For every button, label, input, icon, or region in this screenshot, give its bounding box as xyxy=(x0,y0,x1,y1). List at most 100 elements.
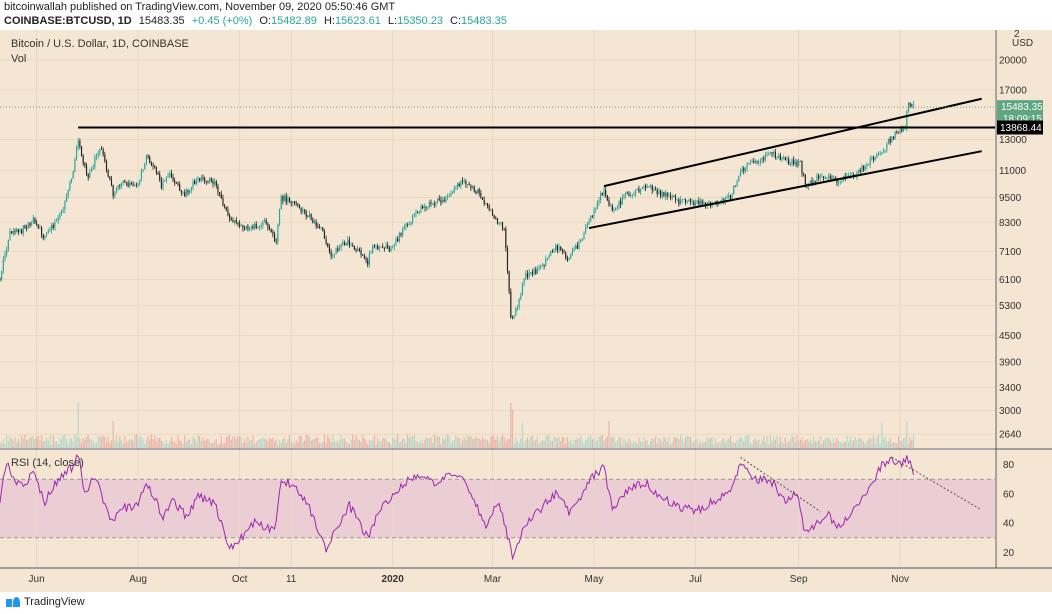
volume-bar xyxy=(32,436,34,448)
volume-bar xyxy=(305,434,307,448)
volume-bar xyxy=(763,435,765,448)
volume-bar xyxy=(608,421,610,448)
volume-bar xyxy=(187,440,189,448)
volume-bar xyxy=(811,442,813,448)
volume-bar xyxy=(501,434,504,448)
volume-bar xyxy=(901,441,903,448)
volume-bar xyxy=(317,437,319,448)
candle-body xyxy=(635,189,637,195)
candle-body xyxy=(59,213,61,218)
candle-body xyxy=(302,209,304,212)
candle-body xyxy=(100,149,103,150)
tradingview-logo[interactable]: TradingView xyxy=(6,596,85,608)
candle-body xyxy=(877,153,880,155)
candle-body xyxy=(260,225,262,227)
volume-bar xyxy=(748,434,750,448)
candle-body xyxy=(204,178,206,182)
volume-bar xyxy=(641,441,643,448)
volume-bar xyxy=(595,441,597,448)
volume-bar xyxy=(90,440,93,448)
volume-bar xyxy=(565,443,567,448)
volume-bar xyxy=(862,441,865,448)
volume-bar xyxy=(623,438,625,448)
candle-body xyxy=(703,202,705,205)
time-tick-label: Mar xyxy=(484,574,502,585)
candle-body xyxy=(70,178,73,182)
volume-bar xyxy=(46,437,48,448)
candle-body xyxy=(809,180,811,185)
candle-body xyxy=(109,176,111,180)
volume-bar xyxy=(633,440,635,448)
candle-body xyxy=(248,228,251,230)
candle-body xyxy=(748,162,750,164)
candle-body xyxy=(250,226,252,229)
volume-bar xyxy=(788,441,790,448)
candle-body xyxy=(631,194,633,196)
candle-body xyxy=(451,192,454,194)
candle-body xyxy=(169,173,171,176)
volume-bar xyxy=(490,436,492,448)
volume-bar xyxy=(70,438,73,448)
candle-body xyxy=(49,230,51,231)
candle-body xyxy=(821,176,823,178)
candle-body xyxy=(84,163,86,166)
volume-bar xyxy=(79,438,81,448)
volume-bar xyxy=(819,436,821,448)
candle-body xyxy=(912,103,915,106)
price-tick-label: 17000 xyxy=(999,85,1027,96)
volume-bar xyxy=(322,442,324,448)
candle-body xyxy=(130,182,133,185)
volume-bar xyxy=(377,438,379,448)
volume-bar xyxy=(761,440,763,448)
candle-body xyxy=(473,186,475,192)
volume-bar xyxy=(756,440,758,448)
candle-body xyxy=(576,245,578,249)
volume-bar xyxy=(511,409,514,448)
candle-body xyxy=(625,193,627,196)
candle-body xyxy=(909,102,911,106)
volume-bar xyxy=(84,440,86,448)
volume-bar xyxy=(142,439,144,448)
candle-body xyxy=(268,227,271,230)
volume-bar xyxy=(36,437,38,448)
volume-bar xyxy=(751,444,753,448)
candle-body xyxy=(79,140,81,147)
candle-body xyxy=(561,249,563,252)
candle-body xyxy=(834,178,836,179)
candle-body xyxy=(753,160,755,163)
volume-bar xyxy=(719,442,722,448)
volume-bar xyxy=(199,435,201,448)
candle-body xyxy=(886,143,888,150)
candle-body xyxy=(139,179,141,184)
candle-body xyxy=(829,176,831,179)
candle-body xyxy=(140,171,143,180)
volume-bar xyxy=(140,436,143,448)
volume-bar xyxy=(583,443,585,448)
volume-bar xyxy=(478,438,480,448)
chart-area[interactable]: 2640 3000 3400 3900 4500 5300 6100 7100 8300 9500… xyxy=(0,29,1052,592)
volume-bar xyxy=(295,440,297,448)
volume-bar xyxy=(165,439,167,448)
volume-bar xyxy=(591,439,593,448)
volume-bar xyxy=(701,443,703,448)
candle-body xyxy=(453,188,455,193)
volume-bar xyxy=(904,438,906,448)
volume-bar xyxy=(247,437,249,448)
candle-body xyxy=(217,185,219,193)
candle-body xyxy=(27,223,29,229)
candle-body xyxy=(85,165,88,175)
price-chart[interactable]: 2640 3000 3400 3900 4500 5300 6100 7100 8300 9500… xyxy=(0,29,1052,592)
volume-bar xyxy=(210,442,212,448)
volume-bar xyxy=(207,438,209,448)
volume-bar xyxy=(578,438,580,448)
volume-bar xyxy=(157,437,159,448)
volume-bar xyxy=(24,434,26,448)
volume-bar xyxy=(342,438,344,448)
volume-bar xyxy=(551,440,553,448)
volume-bar xyxy=(110,440,113,448)
volume-bar xyxy=(476,438,479,448)
candle-body xyxy=(308,214,311,217)
volume-bar xyxy=(618,437,620,448)
volume-bar xyxy=(320,443,322,448)
candle-body xyxy=(546,258,548,260)
